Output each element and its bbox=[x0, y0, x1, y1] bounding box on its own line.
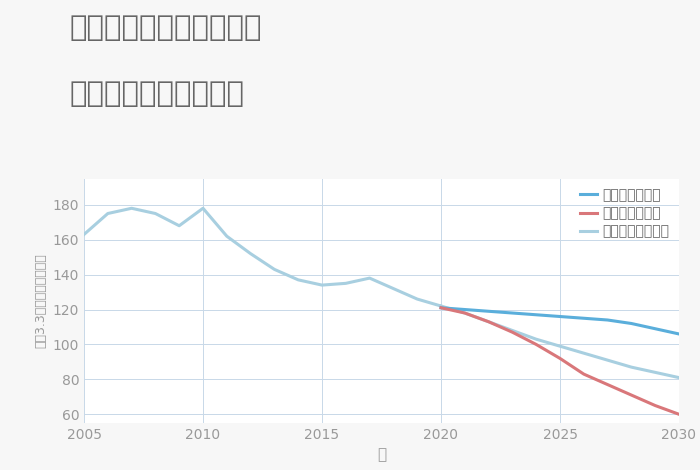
グッドシナリオ bbox=[508, 310, 517, 316]
ノーマルシナリオ bbox=[151, 211, 160, 216]
バッドシナリオ bbox=[556, 356, 564, 361]
Y-axis label: 平（3.3㎡）単価（万円）: 平（3.3㎡）単価（万円） bbox=[34, 253, 47, 348]
ノーマルシナリオ bbox=[80, 232, 88, 237]
Legend: グッドシナリオ, バッドシナリオ, ノーマルシナリオ: グッドシナリオ, バッドシナリオ, ノーマルシナリオ bbox=[575, 183, 675, 244]
ノーマルシナリオ bbox=[270, 266, 279, 272]
グッドシナリオ bbox=[580, 315, 588, 321]
バッドシナリオ bbox=[627, 392, 636, 398]
グッドシナリオ bbox=[603, 317, 612, 323]
Line: グッドシナリオ: グッドシナリオ bbox=[441, 308, 679, 334]
グッドシナリオ bbox=[532, 312, 540, 318]
バッドシナリオ bbox=[437, 305, 445, 311]
ノーマルシナリオ bbox=[413, 296, 421, 302]
ノーマルシナリオ bbox=[294, 277, 302, 282]
バッドシナリオ bbox=[484, 319, 493, 325]
バッドシナリオ bbox=[508, 329, 517, 335]
バッドシナリオ bbox=[461, 310, 469, 316]
ノーマルシナリオ bbox=[175, 223, 183, 228]
グッドシナリオ bbox=[651, 326, 659, 331]
X-axis label: 年: 年 bbox=[377, 447, 386, 462]
グッドシナリオ bbox=[437, 305, 445, 311]
バッドシナリオ bbox=[651, 403, 659, 408]
ノーマルシナリオ bbox=[223, 234, 231, 239]
Text: 中古戸建ての価格推移: 中古戸建ての価格推移 bbox=[70, 80, 245, 108]
グッドシナリオ bbox=[627, 321, 636, 326]
ノーマルシナリオ bbox=[104, 211, 112, 216]
グッドシナリオ bbox=[675, 331, 683, 337]
ノーマルシナリオ bbox=[246, 251, 255, 257]
ノーマルシナリオ bbox=[365, 275, 374, 281]
グッドシナリオ bbox=[484, 308, 493, 314]
グッドシナリオ bbox=[556, 313, 564, 319]
Line: ノーマルシナリオ: ノーマルシナリオ bbox=[84, 208, 441, 306]
バッドシナリオ bbox=[532, 342, 540, 347]
ノーマルシナリオ bbox=[199, 205, 207, 211]
バッドシナリオ bbox=[580, 371, 588, 377]
バッドシナリオ bbox=[603, 382, 612, 387]
ノーマルシナリオ bbox=[318, 282, 326, 288]
ノーマルシナリオ bbox=[127, 205, 136, 211]
ノーマルシナリオ bbox=[389, 286, 398, 291]
バッドシナリオ bbox=[675, 411, 683, 417]
ノーマルシナリオ bbox=[342, 281, 350, 286]
ノーマルシナリオ bbox=[437, 303, 445, 309]
Text: 大阪府大阪市北区中津の: 大阪府大阪市北区中津の bbox=[70, 14, 262, 42]
グッドシナリオ bbox=[461, 307, 469, 313]
Line: バッドシナリオ: バッドシナリオ bbox=[441, 308, 679, 414]
